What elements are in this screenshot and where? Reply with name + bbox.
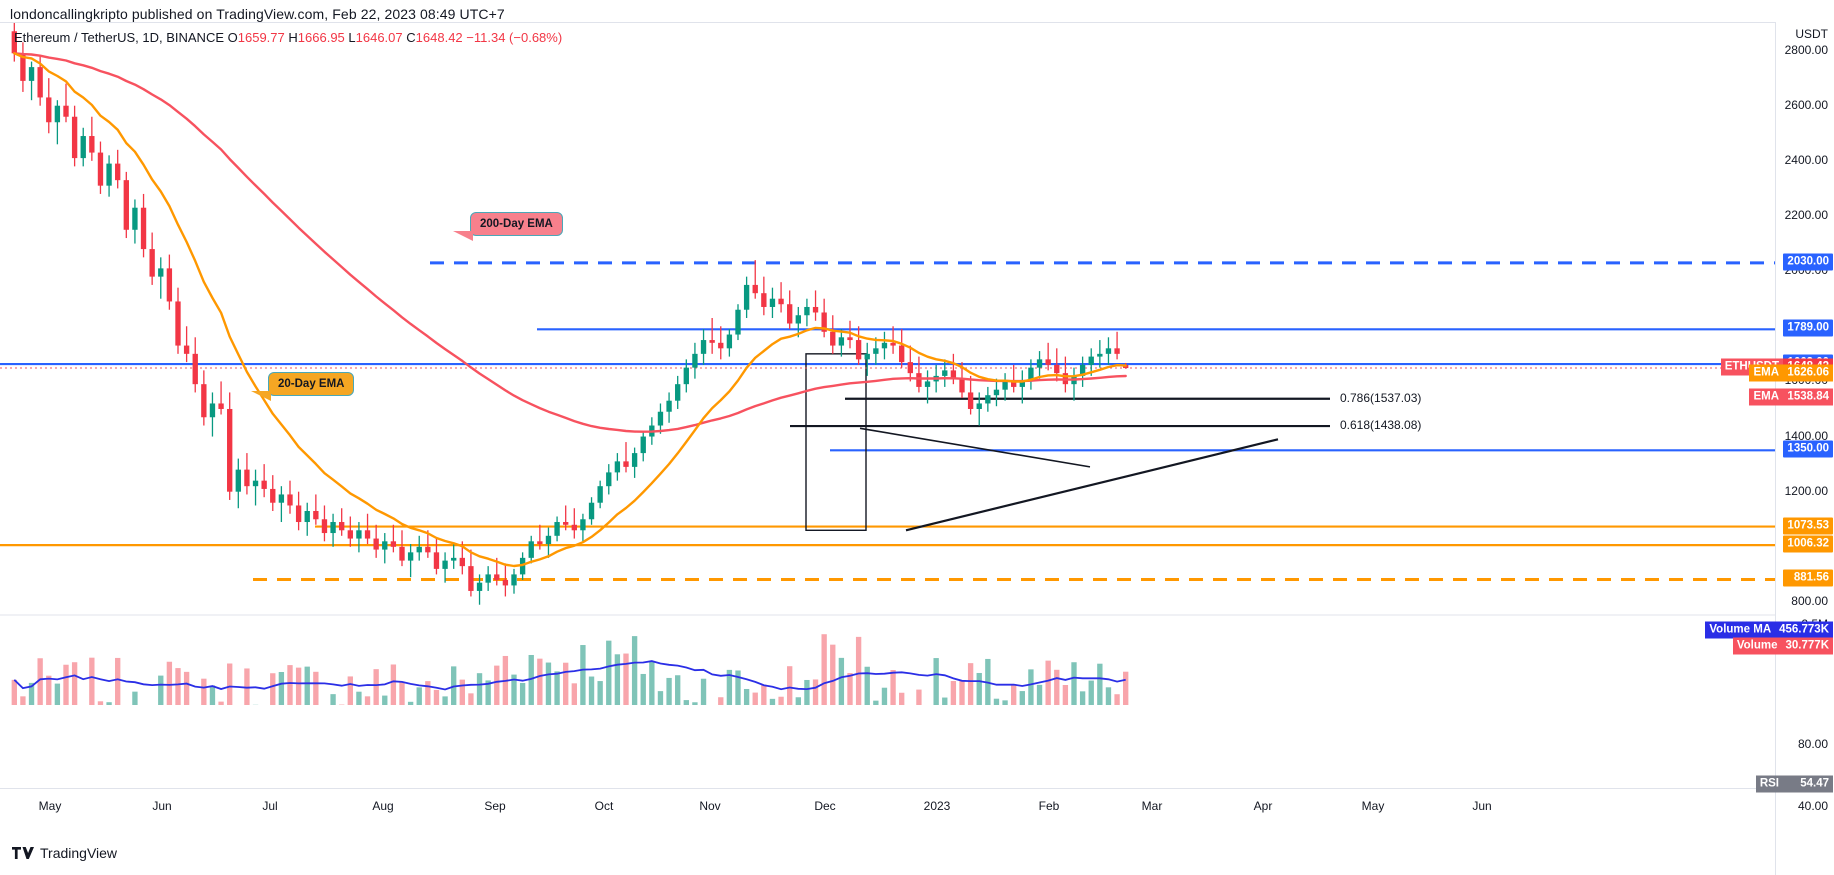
price-badge-resistance-1789[interactable]: 1789.00 bbox=[1783, 319, 1833, 337]
volume-ma-line[interactable] bbox=[13, 660, 1126, 691]
time-tick: Oct bbox=[594, 799, 614, 813]
rsi-tick: 40.00 bbox=[1797, 799, 1828, 814]
rsi-tag-value: 54.47 bbox=[1783, 775, 1833, 793]
time-tick: Feb bbox=[1038, 799, 1060, 813]
attribution-text: londoncallingkripto published on Trading… bbox=[10, 6, 505, 22]
price-axis-unit: USDT bbox=[1795, 27, 1828, 41]
time-tick: Aug bbox=[372, 799, 394, 813]
callout-200-day-ema-tail bbox=[453, 231, 473, 241]
time-tick: Dec bbox=[814, 799, 836, 813]
callout-20-day-ema[interactable]: 20-Day EMA bbox=[251, 372, 355, 401]
volume-bars bbox=[11, 634, 1129, 705]
volume-tag[interactable]: Volume 30.777K bbox=[1732, 637, 1833, 655]
callout-200-day-ema[interactable]: 200-Day EMA bbox=[453, 212, 563, 241]
ascending-trendline[interactable] bbox=[905, 438, 1279, 532]
time-tick: May bbox=[38, 799, 62, 813]
ema20-line[interactable] bbox=[13, 52, 1127, 568]
rsi-tag[interactable]: RSI 54.47 bbox=[1755, 775, 1833, 793]
time-tick: 2023 bbox=[923, 799, 951, 813]
time-tick: Mar bbox=[1141, 799, 1163, 813]
callout-200-day-ema-label: 200-Day EMA bbox=[480, 218, 553, 230]
legend-close-label: C bbox=[406, 30, 416, 45]
tradingview-logo-icon bbox=[12, 846, 34, 860]
time-tick: Jul bbox=[262, 799, 278, 813]
volume-ma-tag[interactable]: Volume MA 456.773K bbox=[1705, 621, 1833, 639]
price-tick: 2400.00 bbox=[1784, 152, 1828, 167]
price-tick: 800.00 bbox=[1791, 593, 1828, 608]
inner-trendline[interactable] bbox=[859, 427, 1091, 468]
legend-close-value: 1648.42 bbox=[415, 30, 463, 45]
fib-label-0.786: 0.786(1537.03) bbox=[1340, 390, 1422, 405]
time-tick: Jun bbox=[1472, 799, 1492, 813]
time-tick: Nov bbox=[699, 799, 721, 813]
legend-open-value: 1659.77 bbox=[237, 30, 285, 45]
price-badge-support-1006[interactable]: 1006.32 bbox=[1783, 535, 1833, 553]
legend-symbol[interactable]: Ethereum / TetherUS, 1D, BINANCE bbox=[14, 30, 225, 45]
time-tick: Sep bbox=[484, 799, 506, 813]
price-chart-svg bbox=[0, 23, 1776, 705]
price-badge-resistance-2030[interactable]: 2030.00 bbox=[1783, 253, 1833, 271]
price-axis[interactable]: USDT2800.002600.002400.002200.002000.001… bbox=[1775, 22, 1834, 875]
ema200-line[interactable] bbox=[13, 52, 1127, 433]
time-tick: Apr bbox=[1253, 799, 1273, 813]
callout-20-day-ema-label: 20-Day EMA bbox=[278, 378, 345, 390]
ema20-tag[interactable]: EMA 1626.06 bbox=[1749, 364, 1833, 382]
price-tick: 1200.00 bbox=[1784, 483, 1828, 498]
legend-low-value: 1646.07 bbox=[355, 30, 403, 45]
volume-tag-key: Volume bbox=[1732, 637, 1782, 655]
price-badge-support-881[interactable]: 881.56 bbox=[1783, 569, 1833, 587]
ema200-tag[interactable]: EMA 1538.84 bbox=[1749, 388, 1833, 406]
chart-legend: Ethereum / TetherUS, 1D, BINANCE O1659.7… bbox=[14, 30, 562, 45]
price-chart-panel[interactable] bbox=[0, 22, 1776, 705]
price-badge-support-1073[interactable]: 1073.53 bbox=[1783, 517, 1833, 535]
legend-low-label: L bbox=[348, 30, 356, 45]
fib-label-0.618: 0.618(1438.08) bbox=[1340, 418, 1422, 433]
legend-high-label: H bbox=[288, 30, 298, 45]
rsi-tick: 80.00 bbox=[1797, 736, 1828, 751]
price-badge-support-1350[interactable]: 1350.00 bbox=[1783, 440, 1833, 458]
time-tick: May bbox=[1361, 799, 1385, 813]
callout-20-day-ema-tail bbox=[251, 391, 271, 401]
legend-change: −11.34 (−0.68%) bbox=[466, 30, 563, 45]
ema20-tag-key: EMA bbox=[1749, 364, 1783, 382]
price-tick: 2800.00 bbox=[1784, 42, 1828, 57]
legend-open-label: O bbox=[227, 30, 238, 45]
ema200-tag-key: EMA bbox=[1749, 388, 1783, 406]
price-tick: 2600.00 bbox=[1784, 97, 1828, 112]
time-axis[interactable]: May Jun Jul Aug Sep Oct Nov Dec 2023 Feb Mar Apr May… bbox=[0, 788, 1776, 825]
candles-group bbox=[11, 23, 1129, 605]
footer: TradingView bbox=[12, 845, 117, 861]
price-tick: 1400.00 bbox=[1784, 428, 1828, 443]
ema200-tag-value: 1538.84 bbox=[1783, 388, 1833, 406]
ema20-tag-value: 1626.06 bbox=[1783, 364, 1833, 382]
volume-ma-tag-key: Volume MA bbox=[1705, 621, 1776, 639]
footer-brand: TradingView bbox=[40, 845, 118, 861]
volume-ma-tag-value: 456.773K bbox=[1775, 621, 1833, 639]
time-tick: Jun bbox=[152, 799, 172, 813]
volume-tag-value: 30.777K bbox=[1781, 637, 1833, 655]
price-tick: 2200.00 bbox=[1784, 207, 1828, 222]
legend-high-value: 1666.95 bbox=[297, 30, 345, 45]
rsi-tag-key: RSI bbox=[1755, 775, 1783, 793]
